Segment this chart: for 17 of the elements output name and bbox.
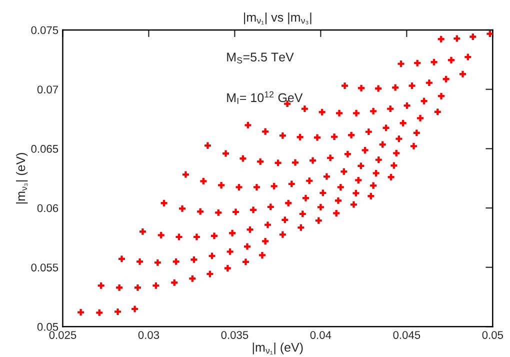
y-tick-label: 0.06 (37, 204, 58, 212)
y-tick-label: 0.07 (37, 86, 58, 94)
x-tick-label: 0.05 (482, 331, 504, 339)
y-tick-label: 0.065 (31, 144, 58, 153)
x-tick-label: 0.03 (138, 331, 160, 339)
annotation: M$_{I}$= 10$^{12}$ GeV (227, 91, 303, 104)
annotation: M$_{S}$=5.5 TeV (227, 52, 294, 64)
x-tick-label: 0.045 (393, 331, 420, 339)
x-tick-label: 0.025 (49, 331, 76, 339)
y-tick-label: 0.055 (31, 264, 58, 272)
x-tick-label: 0.04 (310, 331, 332, 339)
y-tick-label: 0.075 (31, 26, 58, 34)
y-tick-label: 0.05 (37, 322, 58, 331)
x-tick-label: 0.035 (221, 331, 248, 339)
chart-title: |m$_{ν₁}$| vs |m$_{ν₃}$| (244, 12, 312, 24)
x-axis-title: |m$_{ν₁}$| (eV) (252, 342, 303, 354)
y-axis-title: |m$_{ν₃}$| (eV) (16, 152, 28, 204)
